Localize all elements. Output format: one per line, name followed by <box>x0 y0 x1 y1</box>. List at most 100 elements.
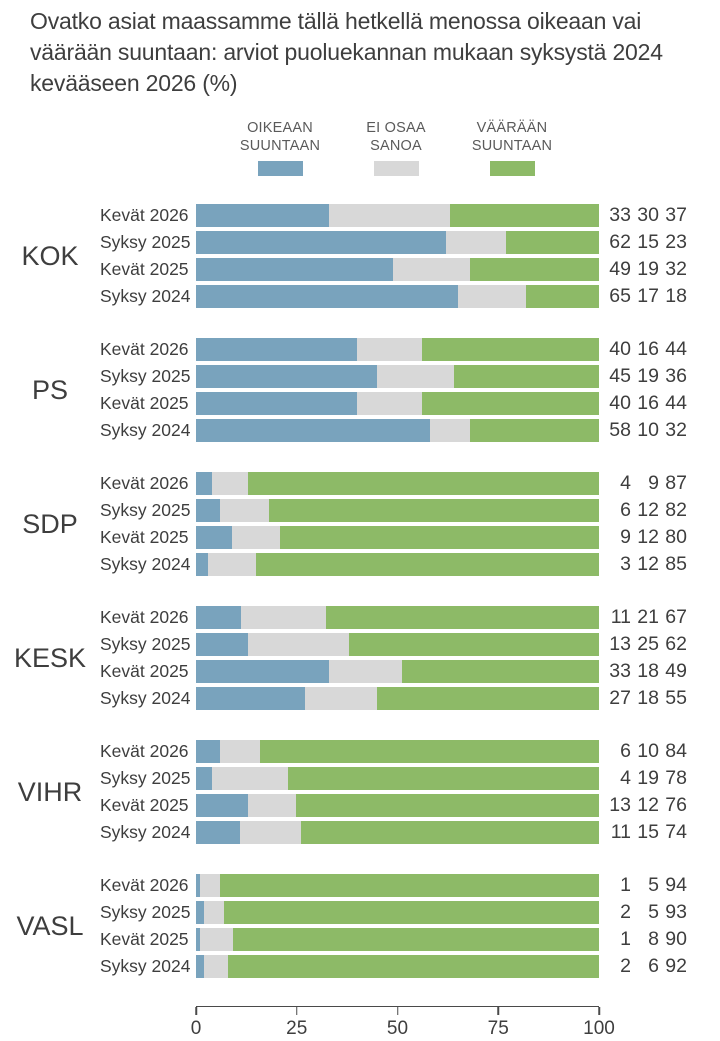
bar-segment-ei-osaa-sanoa <box>212 472 249 495</box>
legend: OIKEAAN SUUNTAAN EI OSAA SANOA VÄÄRÄÄN S… <box>222 120 720 176</box>
value-labels: 11 21 67 <box>609 606 687 629</box>
row-label: Syksy 2024 <box>100 956 191 976</box>
bar-segment-ei-osaa-sanoa <box>445 231 507 254</box>
value-labels: 45 19 36 <box>609 365 687 388</box>
bar-segment-ei-osaa-sanoa <box>304 687 378 710</box>
chart: KOK Kevät 2026 33 30 37 Syksy 2025 62 15 23 Kevät… <box>0 202 720 980</box>
value-label: 9 <box>620 526 631 548</box>
row-label: Kevät 2025 <box>100 661 189 681</box>
bar-track <box>196 258 599 281</box>
value-labels: 58 10 32 <box>609 419 687 442</box>
value-label: 37 <box>665 204 687 226</box>
party-label-kok: KOK <box>21 240 79 271</box>
bar-track <box>196 687 600 710</box>
value-labels: 4 9 87 <box>609 472 687 495</box>
value-label: 40 <box>609 338 631 360</box>
axis-tick <box>497 1007 499 1015</box>
axis-tick-label: 25 <box>286 1018 308 1039</box>
bar-segment-ei-osaa-sanoa <box>204 955 229 978</box>
bar-row: Syksy 2024 11 15 74 <box>100 819 720 846</box>
bar-segment-vaaraan-suuntaan <box>453 365 599 388</box>
bar-track <box>196 660 599 683</box>
value-label: 55 <box>665 687 687 709</box>
value-label: 12 <box>637 794 659 816</box>
bar-segment-vaaraan-suuntaan <box>220 874 599 897</box>
bar-segment-oikeaan-suuntaan <box>196 231 446 254</box>
bar-row: Syksy 2025 62 15 23 <box>100 229 720 256</box>
value-label: 12 <box>637 526 659 548</box>
bar-segment-ei-osaa-sanoa <box>240 821 301 844</box>
bar-segment-oikeaan-suuntaan <box>196 687 305 710</box>
bar-segment-oikeaan-suuntaan <box>196 606 241 629</box>
legend-item-ei-osaa-sanoa: EI OSAA SANOA <box>338 120 454 176</box>
legend-item-oikeaan-suuntaan: OIKEAAN SUUNTAAN <box>222 120 338 176</box>
value-label: 33 <box>609 660 631 682</box>
bar-track <box>196 821 599 844</box>
bar-row: Syksy 2025 6 12 82 <box>100 497 720 524</box>
value-labels: 6 10 84 <box>609 740 687 763</box>
bar-track <box>196 740 599 763</box>
bar-row: Kevät 2025 33 18 49 <box>100 658 720 685</box>
value-label: 10 <box>637 419 659 441</box>
bar-track <box>196 874 599 897</box>
row-label: Syksy 2025 <box>100 232 191 252</box>
bar-segment-ei-osaa-sanoa <box>328 660 402 683</box>
bar-track <box>196 285 600 308</box>
value-label: 1 <box>620 928 631 950</box>
bar-track <box>196 901 600 924</box>
bar-segment-oikeaan-suuntaan <box>196 472 213 495</box>
bar-segment-vaaraan-suuntaan <box>256 553 599 576</box>
bar-track <box>196 606 599 629</box>
bar-track <box>196 338 599 361</box>
party-label-kesk: KESK <box>13 642 87 673</box>
value-label: 90 <box>665 928 687 950</box>
row-label: Kevät 2026 <box>100 339 189 359</box>
bar-segment-oikeaan-suuntaan <box>196 874 201 897</box>
value-label: 76 <box>665 794 687 816</box>
bar-segment-ei-osaa-sanoa <box>231 526 280 549</box>
bar-segment-ei-osaa-sanoa <box>247 794 296 817</box>
party-block-sdp: SDP Kevät 2026 4 9 87 Syksy 2025 6 12 82 Kevät 20… <box>0 470 720 578</box>
bar-row: Kevät 2026 6 10 84 <box>100 738 720 765</box>
row-label: Syksy 2025 <box>100 366 191 386</box>
value-label: 80 <box>665 526 687 548</box>
value-label: 62 <box>665 633 687 655</box>
value-labels: 4 19 78 <box>609 767 687 790</box>
bar-segment-oikeaan-suuntaan <box>196 258 394 281</box>
bar-segment-oikeaan-suuntaan <box>196 794 248 817</box>
legend-label-ei-osaa-sanoa: EI OSAA SANOA <box>366 120 426 154</box>
value-labels: 49 19 32 <box>609 258 687 281</box>
axis-tick <box>598 1007 600 1015</box>
value-label: 4 <box>620 767 631 789</box>
value-label: 25 <box>637 633 659 655</box>
value-label: 84 <box>665 740 687 762</box>
row-label: Kevät 2025 <box>100 929 189 949</box>
bar-track <box>196 392 599 415</box>
row-label: Kevät 2025 <box>100 259 189 279</box>
bar-row: Syksy 2024 2 6 92 <box>100 953 720 980</box>
bar-row: Kevät 2025 40 16 44 <box>100 390 720 417</box>
value-labels: 2 5 93 <box>609 901 687 924</box>
bar-segment-oikeaan-suuntaan <box>196 526 232 549</box>
bar-row: Syksy 2024 58 10 32 <box>100 417 720 444</box>
value-labels: 62 15 23 <box>609 231 687 254</box>
legend-item-vaaraan-suuntaan: VÄÄRÄÄN SUUNTAAN <box>454 120 570 176</box>
bar-row: Syksy 2025 13 25 62 <box>100 631 720 658</box>
value-label: 11 <box>610 821 631 843</box>
bar-row: Kevät 2026 11 21 67 <box>100 604 720 631</box>
value-label: 32 <box>665 419 687 441</box>
bar-segment-ei-osaa-sanoa <box>200 874 221 897</box>
bar-track <box>196 365 599 388</box>
value-label: 36 <box>665 365 687 387</box>
value-label: 11 <box>610 606 631 628</box>
bar-track <box>196 794 599 817</box>
party-block-kesk: KESK Kevät 2026 11 21 67 Syksy 2025 13 25 62 Kevä… <box>0 604 720 712</box>
bar-row: Kevät 2026 4 9 87 <box>100 470 720 497</box>
bar-segment-oikeaan-suuntaan <box>196 767 212 790</box>
bar-segment-vaaraan-suuntaan <box>470 419 599 442</box>
value-label: 78 <box>665 767 687 789</box>
value-label: 19 <box>637 258 659 280</box>
axis-tick <box>296 1007 298 1015</box>
value-label: 19 <box>637 767 659 789</box>
row-label: Syksy 2025 <box>100 634 191 654</box>
